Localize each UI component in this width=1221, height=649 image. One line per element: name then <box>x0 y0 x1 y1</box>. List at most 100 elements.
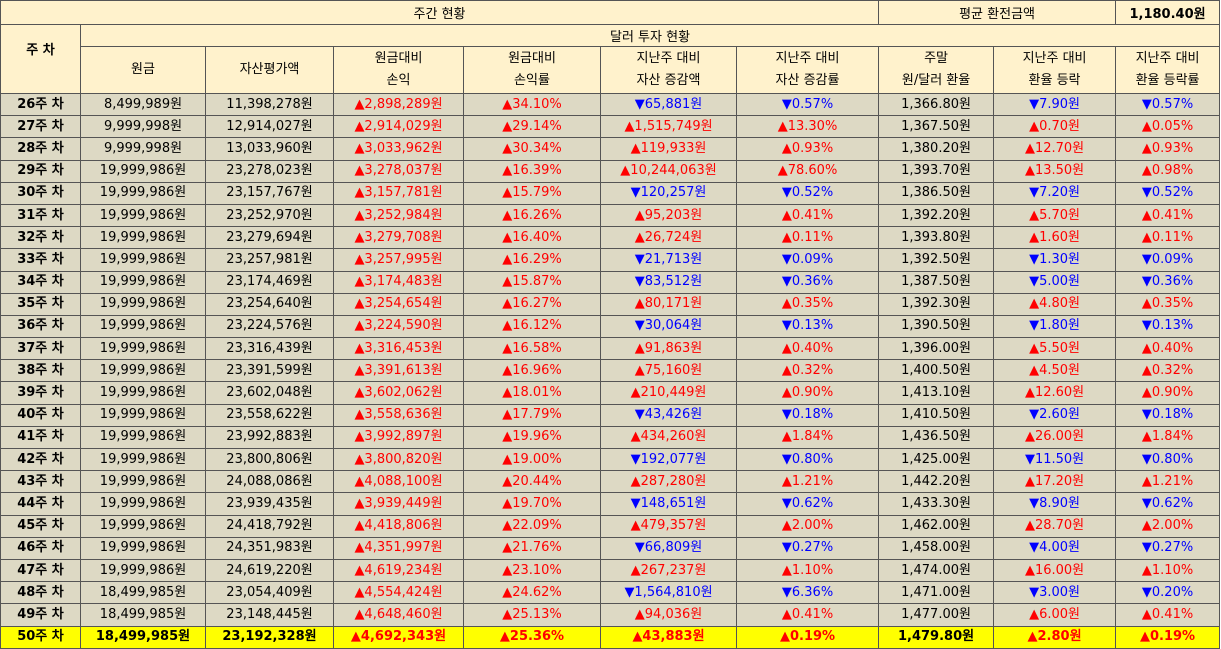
value-cell: ▼1,564,810원 <box>600 581 737 605</box>
value-cell: ▲6.00원 <box>993 603 1117 627</box>
value-cell: ▲0.93% <box>1115 137 1221 161</box>
value-cell: 23,224,576원 <box>205 314 334 339</box>
week-cell: 43주 차 <box>0 470 81 494</box>
value-cell: ▼1.80원 <box>993 314 1117 339</box>
value-cell: 23,558,622원 <box>205 403 334 427</box>
value-cell: ▲0.19% <box>1115 625 1221 649</box>
value-cell: ▲75,160원 <box>600 359 737 383</box>
week-cell: 45주 차 <box>0 514 81 538</box>
value-cell: 23,800,806원 <box>205 447 334 472</box>
value-cell: ▲0.35% <box>1115 292 1221 316</box>
value-cell: ▼0.52% <box>735 181 880 205</box>
column-header: 지난주 대비 자산 증감액 <box>600 46 737 94</box>
value-cell: ▲287,280원 <box>600 470 737 494</box>
value-cell: 1,425.00원 <box>878 447 995 472</box>
avg-label: 평균 환전금액 <box>878 0 1117 25</box>
value-cell: 23,391,599원 <box>205 359 334 383</box>
value-cell: ▼0.18% <box>1115 403 1221 427</box>
value-cell: 19,999,986원 <box>80 558 206 583</box>
value-cell: 1,392.30원 <box>878 292 995 316</box>
week-cell: 32주 차 <box>0 226 81 250</box>
value-cell: ▲16.39% <box>463 159 601 183</box>
value-cell: ▲25.13% <box>463 603 601 627</box>
data-row: 45주 차 19,999,986원 24,418,792원 ▲4,418,806원 ▲2… <box>0 514 1221 538</box>
week-cell: 28주 차 <box>0 137 81 161</box>
data-row: 40주 차 19,999,986원 23,558,622원 ▲3,558,636원 ▲1… <box>0 403 1221 427</box>
value-cell: ▲5.50원 <box>993 337 1117 361</box>
value-cell: ▲0.41% <box>735 203 880 228</box>
value-cell: 19,999,986원 <box>80 470 206 494</box>
value-cell: ▲0.40% <box>1115 337 1221 361</box>
value-cell: ▲3,279,708원 <box>333 226 464 250</box>
value-cell: ▲0.11% <box>1115 226 1221 250</box>
column-header: 지난주 대비 환율 등락률 <box>1115 46 1221 94</box>
week-cell: 41주 차 <box>0 425 81 450</box>
value-cell: ▲18.01% <box>463 381 601 405</box>
value-cell: 1,390.50원 <box>878 314 995 339</box>
value-cell: ▲91,863원 <box>600 337 737 361</box>
value-cell: 18,499,985원 <box>80 581 206 605</box>
value-cell: 1,367.50원 <box>878 115 995 139</box>
value-cell: ▲0.90% <box>735 381 880 405</box>
data-row: 37주 차 19,999,986원 23,316,439원 ▲3,316,453원 ▲1… <box>0 337 1221 361</box>
value-cell: 1,387.50원 <box>878 270 995 294</box>
value-cell: 23,254,640원 <box>205 292 334 316</box>
value-cell: ▲15.87% <box>463 270 601 294</box>
value-cell: 1,471.00원 <box>878 581 995 605</box>
value-cell: 19,999,986원 <box>80 514 206 538</box>
value-cell: 23,257,981원 <box>205 248 334 272</box>
value-cell: 19,999,986원 <box>80 226 206 250</box>
value-cell: 1,366.80원 <box>878 92 995 117</box>
value-cell: 24,351,983원 <box>205 536 334 560</box>
value-cell: ▲0.41% <box>1115 603 1221 627</box>
value-cell: ▲15.79% <box>463 181 601 205</box>
value-cell: ▲21.76% <box>463 536 601 560</box>
value-cell: ▲17.79% <box>463 403 601 427</box>
value-cell: 8,499,989원 <box>80 92 206 117</box>
value-cell: ▲3,992,897원 <box>333 425 464 450</box>
value-cell: 19,999,986원 <box>80 359 206 383</box>
table-body: 26주 차 8,499,989원 11,398,278원 ▲2,898,289원 ▲34… <box>0 92 1221 649</box>
value-cell: ▲12.70원 <box>993 137 1117 161</box>
week-header: 주 차 <box>0 24 81 94</box>
value-cell: ▲434,260원 <box>600 425 737 450</box>
value-cell: ▲17.20원 <box>993 470 1117 494</box>
value-cell: ▼7.90원 <box>993 92 1117 117</box>
value-cell: ▼120,257원 <box>600 181 737 205</box>
value-cell: 12,914,027원 <box>205 115 334 139</box>
value-cell: ▲0.93% <box>735 137 880 161</box>
week-cell: 34주 차 <box>0 270 81 294</box>
value-cell: ▲26,724원 <box>600 226 737 250</box>
value-cell: ▼0.62% <box>735 492 880 516</box>
value-cell: 23,992,883원 <box>205 425 334 450</box>
week-cell: 35주 차 <box>0 292 81 316</box>
week-cell: 27주 차 <box>0 115 81 139</box>
value-cell: 18,499,985원 <box>80 625 206 649</box>
value-cell: ▲0.41% <box>1115 203 1221 228</box>
value-cell: 19,999,986원 <box>80 381 206 405</box>
value-cell: 19,999,986원 <box>80 248 206 272</box>
value-cell: ▼0.62% <box>1115 492 1221 516</box>
value-cell: 19,999,986원 <box>80 425 206 450</box>
value-cell: 1,393.80원 <box>878 226 995 250</box>
data-row: 42주 차 19,999,986원 23,800,806원 ▲3,800,820원 ▲1… <box>0 447 1221 472</box>
value-cell: ▼30,064원 <box>600 314 737 339</box>
value-cell: ▲0.05% <box>1115 115 1221 139</box>
summary-title: 주간 현황 <box>0 0 880 25</box>
value-cell: ▲22.09% <box>463 514 601 538</box>
value-cell: 13,033,960원 <box>205 137 334 161</box>
value-cell: ▼11.50원 <box>993 447 1117 472</box>
column-header: 지난주 대비 자산 증감률 <box>735 46 880 94</box>
value-cell: ▲4,692,343원 <box>333 625 464 649</box>
value-cell: ▼0.20% <box>1115 581 1221 605</box>
value-cell: ▼0.09% <box>735 248 880 272</box>
value-cell: ▼3.00원 <box>993 581 1117 605</box>
value-cell: ▲4,619,234원 <box>333 558 464 583</box>
value-cell: 19,999,986원 <box>80 203 206 228</box>
avg-value: 1,180.40원 <box>1115 0 1221 25</box>
value-cell: ▼0.18% <box>735 403 880 427</box>
column-header: 원금대비 손익률 <box>463 46 601 94</box>
week-cell: 36주 차 <box>0 314 81 339</box>
value-cell: ▼0.36% <box>735 270 880 294</box>
